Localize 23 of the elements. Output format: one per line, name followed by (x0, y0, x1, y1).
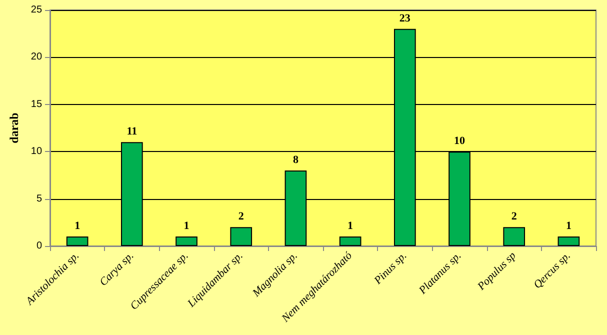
data-label: 8 (292, 154, 299, 166)
y-tick-label: 5 (36, 193, 42, 204)
data-label: 11 (126, 126, 138, 138)
bar (230, 227, 252, 246)
y-tick-label: 10 (30, 146, 42, 158)
bar (66, 236, 88, 246)
data-label: 1 (184, 220, 190, 232)
data-label: 2 (238, 210, 244, 223)
data-label: 10 (454, 135, 466, 148)
y-tick-label: 25 (30, 4, 42, 16)
y-tick-label: 15 (30, 98, 42, 110)
bar (339, 236, 362, 246)
data-label: 1 (566, 220, 572, 232)
y-tick-label: 20 (30, 52, 42, 63)
data-label: 2 (511, 210, 518, 223)
data-label: 1 (74, 220, 80, 232)
y-axis-title: darab (7, 112, 21, 144)
y-tick-label: 0 (36, 240, 42, 252)
data-label: 1 (348, 220, 354, 232)
bar (503, 227, 526, 246)
bar (558, 236, 580, 246)
data-label: 23 (399, 12, 411, 24)
bar (176, 236, 198, 246)
